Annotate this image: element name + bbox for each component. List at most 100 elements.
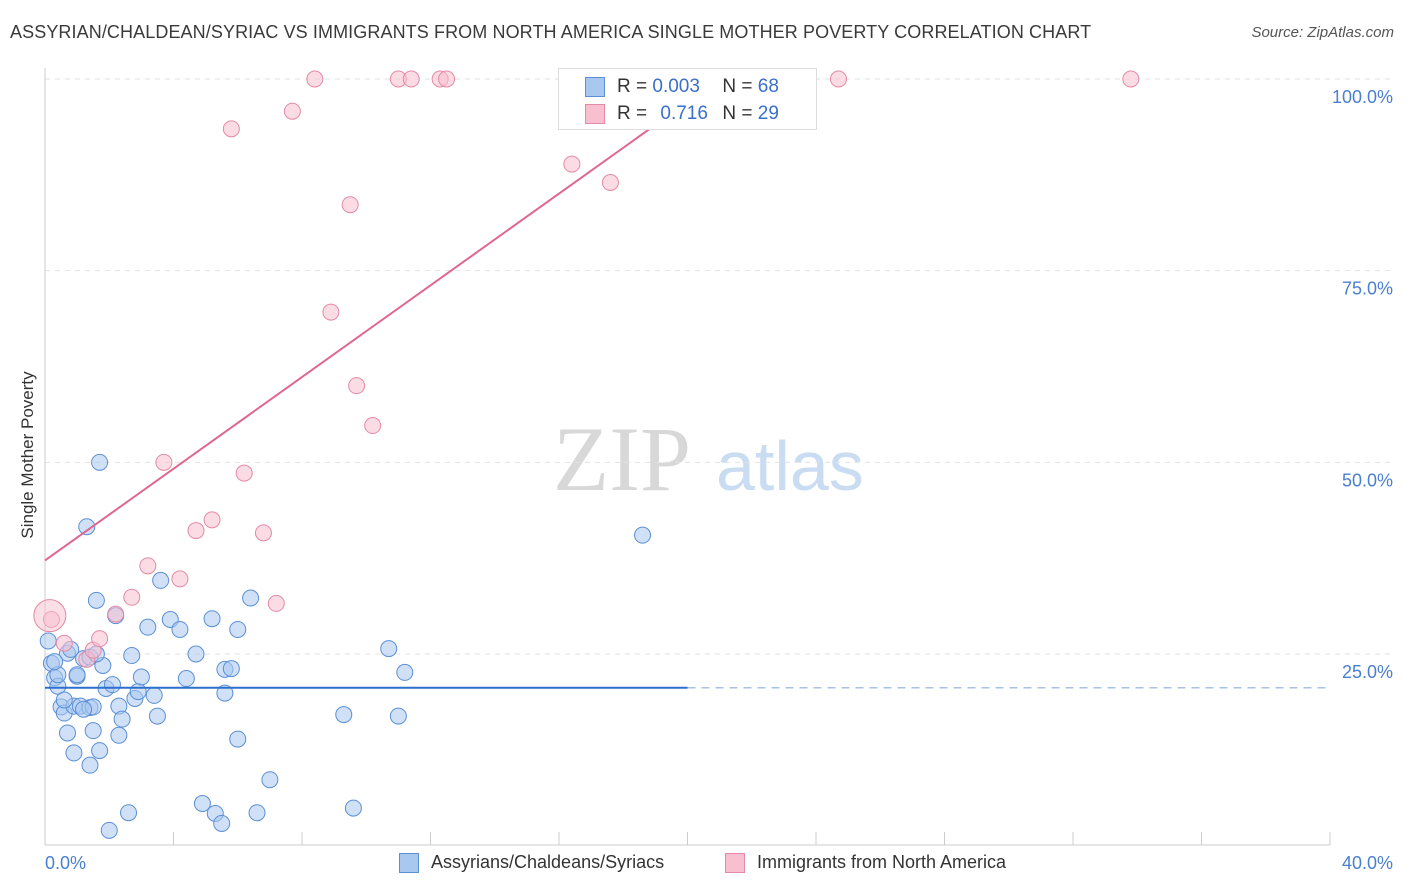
point-assyrians: [123, 647, 141, 665]
point-immigrants: [341, 196, 359, 214]
trend-line-immigrants: [44, 78, 721, 562]
point-assyrians: [39, 632, 57, 650]
point-assyrians: [634, 526, 652, 544]
point-assyrians: [65, 744, 83, 762]
legend-n-value: 29: [757, 103, 779, 124]
point-assyrians: [335, 706, 353, 724]
point-immigrants: [187, 522, 205, 540]
y-tick-label: 50.0%: [1342, 470, 1393, 490]
point-assyrians: [68, 666, 86, 684]
point-assyrians: [242, 589, 260, 607]
point-assyrians: [148, 707, 166, 725]
legend-n-label: N =: [722, 76, 753, 97]
point-immigrants: [107, 605, 125, 623]
series-legend-immigrants[interactable]: Immigrants from North America: [725, 852, 1006, 873]
point-immigrants: [155, 453, 173, 471]
legend-n-value: 68: [757, 76, 779, 97]
point-assyrians: [103, 676, 121, 694]
point-immigrants: [348, 377, 366, 395]
point-assyrians: [113, 710, 131, 728]
point-assyrians: [222, 660, 240, 678]
point-assyrians: [139, 618, 157, 636]
y-tick-label: 75.0%: [1342, 279, 1393, 299]
point-immigrants: [829, 70, 847, 88]
point-assyrians: [396, 663, 414, 681]
series-swatch-blue: [399, 852, 419, 873]
point-immigrants: [306, 70, 324, 88]
point-immigrants: [364, 417, 382, 435]
point-assyrians: [389, 707, 407, 725]
point-immigrants: [171, 570, 189, 588]
point-assyrians: [229, 620, 247, 638]
point-assyrians: [261, 771, 279, 789]
point-assyrians: [213, 814, 231, 832]
point-assyrians: [84, 722, 102, 740]
point-assyrians: [216, 684, 234, 702]
point-assyrians: [177, 670, 195, 688]
legend-swatch-pink: [585, 104, 605, 124]
x-tick-label: 40.0%: [1342, 853, 1393, 873]
point-assyrians: [91, 453, 109, 471]
point-assyrians: [120, 804, 138, 822]
point-assyrians: [380, 640, 398, 658]
point-assyrians: [132, 668, 150, 686]
watermark-atlas: atlas: [716, 427, 864, 505]
chart-title: ASSYRIAN/CHALDEAN/SYRIAC VS IMMIGRANTS F…: [10, 22, 1092, 42]
point-immigrants: [402, 70, 420, 88]
point-immigrants: [139, 557, 157, 575]
point-immigrants: [267, 594, 285, 612]
point-assyrians: [129, 683, 147, 701]
y-tick-label: 100.0%: [1332, 87, 1393, 107]
series-legend-assyrians[interactable]: Assyrians/Chaldeans/Syriacs: [399, 852, 664, 873]
series-label: Immigrants from North America: [757, 852, 1007, 872]
point-assyrians: [344, 799, 362, 817]
point-assyrians: [145, 686, 163, 704]
correlation-legend: R = 0.003 N = 68 R = 0.716 N = 29: [558, 68, 817, 130]
legend-swatch-blue: [585, 77, 605, 97]
legend-r-value: 0.716: [660, 103, 708, 124]
point-immigrants: [235, 464, 253, 482]
legend-row-assyrians: R = 0.003 N = 68: [585, 75, 779, 99]
point-assyrians: [75, 700, 93, 718]
point-assyrians: [87, 591, 105, 609]
legend-row-immigrants: R = 0.716 N = 29: [585, 102, 779, 126]
point-assyrians: [55, 691, 73, 709]
point-assyrians: [187, 645, 205, 663]
point-immigrants: [203, 511, 221, 529]
point-assyrians: [110, 726, 128, 744]
series-label: Assyrians/Chaldeans/Syriacs: [431, 852, 665, 872]
legend-r-label: R =: [617, 76, 648, 97]
y-tick-label: 25.0%: [1342, 662, 1393, 682]
point-immigrants: [55, 634, 73, 652]
point-assyrians: [100, 821, 118, 839]
source-label: Source: ZipAtlas.com: [1251, 24, 1394, 41]
point-assyrians: [46, 653, 64, 671]
point-immigrants: [91, 630, 109, 648]
point-assyrians: [171, 620, 189, 638]
point-assyrians: [152, 571, 170, 589]
point-immigrants: [283, 102, 301, 120]
series-swatch-pink: [725, 852, 745, 873]
point-assyrians: [78, 518, 96, 536]
point-assyrians: [203, 610, 221, 628]
point-assyrians: [229, 730, 247, 748]
point-immigrants: [222, 120, 240, 138]
point-immigrants: [563, 155, 581, 173]
point-immigrants: [601, 174, 619, 191]
point-assyrians: [248, 804, 266, 822]
point-assyrians: [193, 795, 211, 812]
x-tick-label: 0.0%: [45, 853, 86, 873]
point-immigrants-large: [33, 599, 67, 633]
point-assyrians: [58, 724, 76, 742]
point-assyrians: [91, 742, 109, 760]
point-immigrants: [123, 588, 141, 606]
legend-r-label: R =: [617, 103, 648, 124]
point-immigrants: [1122, 70, 1140, 88]
point-immigrants: [254, 524, 272, 542]
legend-r-value: 0.003: [652, 76, 700, 97]
watermark-zip: ZIP: [553, 408, 691, 510]
legend-n-label: N =: [722, 103, 753, 124]
point-immigrants: [322, 303, 340, 321]
point-assyrians: [81, 756, 99, 774]
